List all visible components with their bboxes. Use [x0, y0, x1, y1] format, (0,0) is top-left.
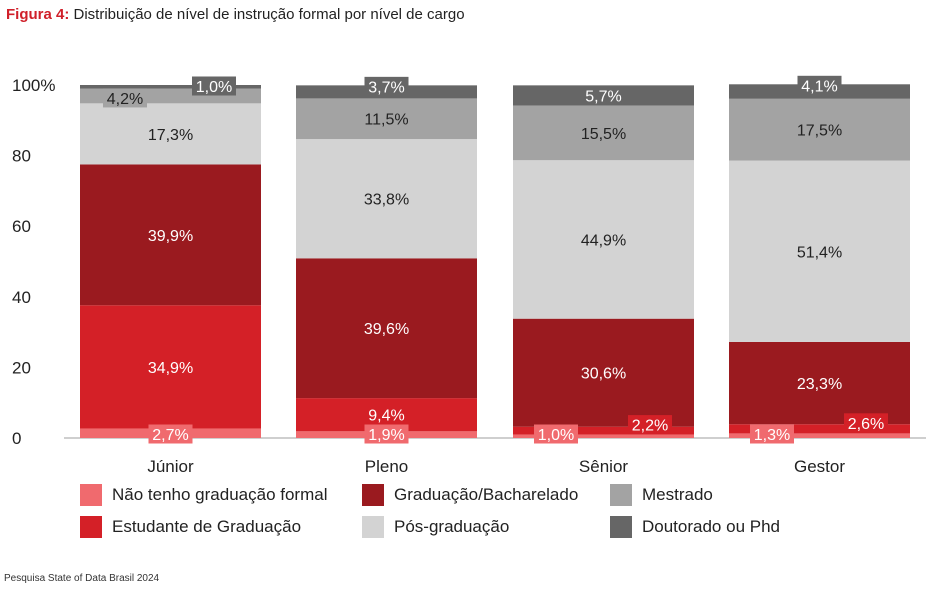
data-label-box	[148, 424, 193, 444]
data-label: 30,6%	[581, 366, 626, 383]
figure-title-text: Distribuição de nível de instrução forma…	[73, 6, 465, 23]
bar-segment-graduacao-bacharelado-senior	[513, 318, 694, 427]
legend-swatch	[610, 484, 632, 506]
bar-segment-nao-tenho-graduacao-formal-senior	[513, 434, 694, 438]
legend-label: Não tenho graduação formal	[112, 485, 328, 504]
data-label-box	[797, 75, 842, 95]
data-label-box	[103, 88, 147, 108]
legend-label: Graduação/Bacharelado	[394, 485, 579, 504]
legend-item-mestrado: Mestrado	[610, 484, 713, 506]
legend-swatch	[362, 484, 384, 506]
data-label: 23,3%	[797, 376, 842, 393]
y-tick-label: 40	[12, 288, 31, 307]
y-tick-label: 80	[12, 147, 31, 166]
data-label: 2,6%	[848, 416, 884, 433]
legend-item-pos-graduacao: Pós-graduação	[362, 516, 509, 538]
data-label: 51,4%	[797, 244, 842, 261]
legend-label: Pós-graduação	[394, 517, 510, 536]
legend-item-graduacao-bacharelado: Graduação/Bacharelado	[362, 484, 578, 506]
bar-segment-graduacao-bacharelado-gestor	[729, 341, 910, 425]
legend-item-doutorado-ou-phd: Doutorado ou Phd	[610, 516, 780, 538]
bar-segment-estudante-de-graduacao-junior	[80, 305, 261, 429]
data-label: 39,6%	[364, 321, 409, 338]
bar-segment-doutorado-ou-phd-junior	[80, 85, 261, 89]
data-label: 5,7%	[585, 88, 621, 105]
bar-segment-nao-tenho-graduacao-formal-gestor	[729, 433, 910, 438]
legend-label: Estudante de Graduação	[112, 517, 302, 536]
legend-swatch	[80, 516, 102, 538]
data-label-box	[844, 413, 888, 433]
legend-label: Mestrado	[642, 485, 713, 504]
data-label: 15,5%	[581, 126, 626, 143]
data-label: 3,7%	[368, 79, 404, 96]
data-label-box	[534, 424, 578, 444]
data-label-box	[628, 415, 672, 435]
data-label: 33,8%	[364, 192, 409, 209]
legend-label: Doutorado ou Phd	[642, 517, 780, 536]
data-label: 2,7%	[152, 427, 188, 444]
y-tick-label: 100%	[12, 76, 55, 95]
y-tick-label: 20	[12, 358, 31, 377]
data-label: 4,1%	[801, 78, 837, 95]
bar-segment-graduacao-bacharelado-junior	[80, 164, 261, 306]
data-label: 1,0%	[538, 427, 574, 444]
data-label: 17,5%	[797, 123, 842, 140]
data-label-box	[364, 424, 409, 444]
bar-segment-graduacao-bacharelado-pleno	[296, 258, 477, 399]
data-label-box	[192, 76, 236, 96]
figure-label: Figura 4:	[6, 6, 70, 23]
data-label: 39,9%	[148, 228, 193, 245]
bar-segment-estudante-de-graduacao-gestor	[729, 424, 910, 434]
data-label: 1,9%	[368, 427, 404, 444]
x-tick-label-junior: Júnior	[147, 457, 194, 476]
bar-segment-mestrado-pleno	[296, 98, 477, 140]
legend-item-nao-tenho-graduacao-formal: Não tenho graduação formal	[80, 484, 327, 506]
bar-segment-pos-graduacao-gestor	[729, 160, 910, 342]
figure-title: Figura 4: Distribuição de nível de instr…	[6, 6, 465, 23]
bar-segment-pos-graduacao-pleno	[296, 139, 477, 259]
bar-segment-estudante-de-graduacao-senior	[513, 426, 694, 435]
data-label: 34,9%	[148, 360, 193, 377]
data-label: 11,5%	[364, 112, 408, 129]
data-label: 1,3%	[754, 427, 790, 444]
data-label: 17,3%	[148, 127, 193, 144]
x-tick-label-pleno: Pleno	[365, 457, 408, 476]
bar-segment-mestrado-gestor	[729, 98, 910, 161]
data-label-box	[364, 76, 409, 96]
data-label: 2,2%	[632, 418, 668, 435]
legend-swatch	[362, 516, 384, 538]
y-tick-label: 60	[12, 217, 31, 236]
legend-item-estudante-de-graduacao: Estudante de Graduação	[80, 516, 301, 538]
source-note: Pesquisa State of Data Brasil 2024	[4, 573, 160, 584]
legend-swatch	[80, 484, 102, 506]
bar-segment-doutorado-ou-phd-senior	[513, 85, 694, 106]
bar-segment-pos-graduacao-junior	[80, 103, 261, 165]
data-label-box	[750, 424, 794, 444]
x-tick-label-senior: Sênior	[579, 457, 628, 476]
y-tick-label: 0	[12, 429, 21, 448]
bar-segment-pos-graduacao-senior	[513, 160, 694, 319]
data-label: 1,0%	[196, 79, 232, 96]
x-tick-label-gestor: Gestor	[794, 457, 845, 476]
data-label: 9,4%	[368, 408, 404, 425]
bar-segment-mestrado-senior	[513, 105, 694, 161]
legend-swatch	[610, 516, 632, 538]
data-label: 44,9%	[581, 232, 626, 249]
data-label: 4,2%	[107, 91, 143, 108]
